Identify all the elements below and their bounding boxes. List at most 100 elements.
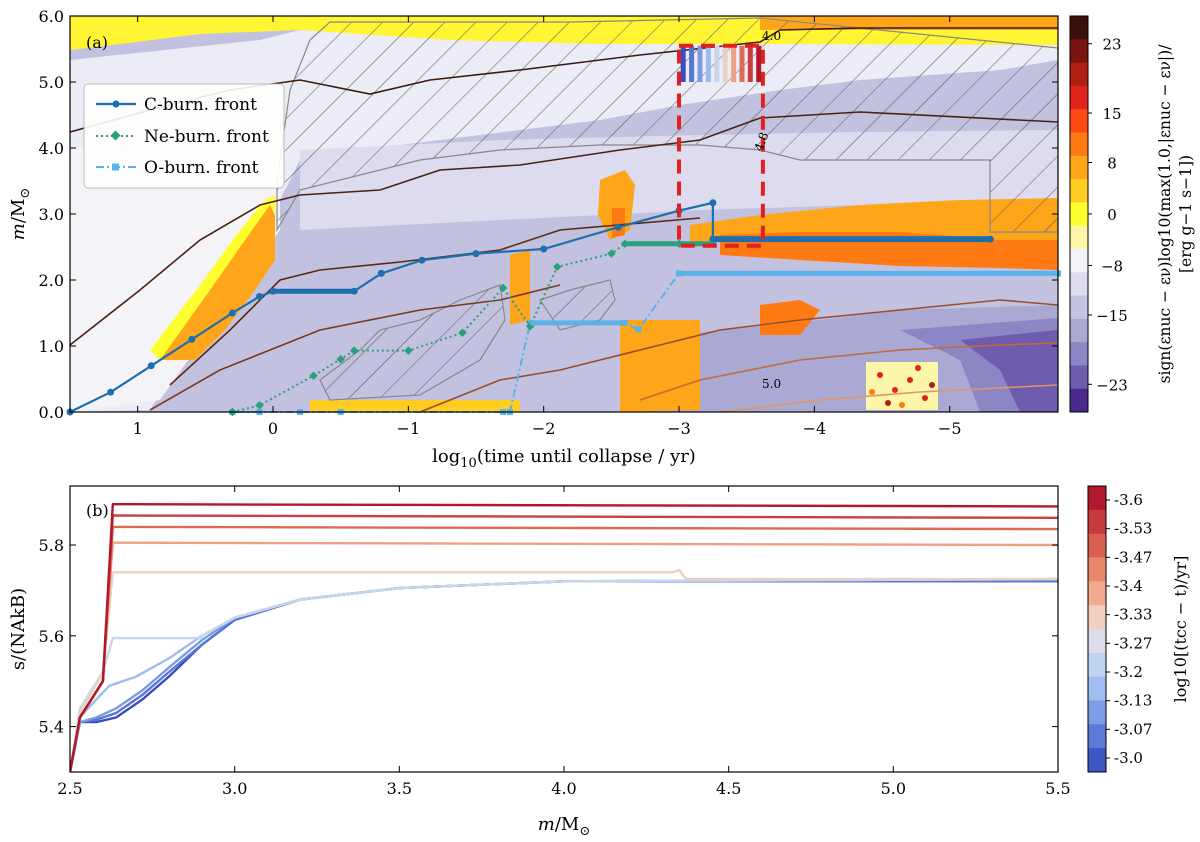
x-tick-label: 1 — [133, 419, 143, 438]
colorbar-a-swatch — [1070, 248, 1088, 273]
ne-burn-front-marker — [255, 401, 264, 410]
c-burn-front-marker — [709, 199, 717, 207]
colorbar-b-swatch — [1088, 605, 1106, 630]
colorbar-a-tick-label: 23 — [1102, 36, 1121, 54]
colorbar-b-tick-label: -3.2 — [1114, 663, 1143, 681]
y-tick-label: 3.0 — [39, 205, 64, 224]
y-tick-label: 1.0 — [39, 337, 64, 356]
time-strip — [705, 45, 711, 82]
x-tick-label: 3.0 — [222, 779, 247, 798]
time-strip — [697, 45, 703, 82]
time-strip — [680, 45, 686, 82]
contour-label: 4.8 — [752, 130, 772, 153]
x-tick-label: 5.5 — [1045, 779, 1070, 798]
y-axis-label: m/M⊙ — [8, 188, 33, 240]
x-tick-label: 0 — [268, 419, 278, 438]
colorbar-a-label-line1: sign(εnuc − εν)log10(max(1.0,|εnuc − εν|… — [1156, 44, 1174, 384]
legend-entry-ne-burn: Ne-burn. front — [96, 127, 269, 147]
y-tick-label: 6.0 — [39, 7, 64, 26]
colorbar-b-frame — [1087, 485, 1107, 773]
circle-marker-icon — [112, 100, 120, 108]
entropy-profiles — [70, 503, 1058, 772]
y-tick-label: 4.0 — [39, 139, 64, 158]
legend-entry-o-burn: O-burn. front — [96, 158, 259, 178]
colorbar-a-swatch — [1070, 318, 1088, 343]
colorbar-a-tick-label: −8 — [1101, 257, 1123, 275]
colorbar-a-swatch — [1070, 202, 1088, 227]
colorbar-a-swatch — [1070, 62, 1088, 87]
entropy-series-line — [70, 503, 1058, 772]
colorbar-a-swatch — [1070, 342, 1088, 366]
ne-burn-front-marker — [349, 346, 359, 355]
colorbar-b-swatch — [1088, 676, 1106, 701]
x-tick-label: 2.5 — [57, 779, 82, 798]
c-burn-front-marker — [377, 269, 385, 277]
panel-a-label: (a) — [86, 33, 108, 52]
time-strip — [689, 45, 695, 82]
time-strip — [747, 45, 753, 82]
x-tick-label: 5.0 — [881, 779, 906, 798]
contour-line — [419, 299, 1059, 413]
colorbar-b-swatch — [1088, 700, 1106, 725]
legend-label: O-burn. front — [144, 158, 259, 178]
ne-burn-front-marker — [336, 354, 345, 364]
x-tick-label: −4 — [803, 419, 827, 438]
contour-line — [779, 27, 1058, 31]
ne-burn-front-marker — [498, 283, 508, 293]
ne-burn-front-marker — [458, 328, 467, 338]
time-strip — [739, 45, 745, 82]
legend: C-burn. front Ne-burn. front O-burn. fro… — [83, 83, 285, 189]
panel-b: 2.5 3.0 3.5 4.0 4.5 5.0 5.55.45.65.8 (b) m/M⊙ … — [8, 485, 1190, 839]
colorbar-b-swatch — [1088, 724, 1106, 749]
legend-label: Ne-burn. front — [144, 127, 269, 147]
colorbar-a-swatch — [1070, 85, 1088, 110]
square-marker-icon — [112, 163, 119, 171]
c-burn-front-marker — [540, 245, 548, 253]
colorbar-b-tick-label: -3.33 — [1114, 606, 1152, 624]
colorbar-a-swatch — [1070, 155, 1088, 180]
colorbar-b-tick-label: -3.13 — [1114, 692, 1152, 710]
time-strip — [722, 45, 728, 82]
o-burn-front-marker — [676, 270, 682, 277]
colorbar-b-swatch — [1088, 509, 1106, 535]
diamond-marker-icon — [110, 130, 121, 141]
panel-a-axes: 1 0 −1 −2 −3 −4 −5 0.0 1.0 2.0 3.0 4.0 5.0 6.0 — [39, 7, 1058, 438]
y-tick-label: 5.6 — [39, 627, 64, 646]
legend-label: C-burn. front — [144, 95, 257, 115]
y-tick-label: 5.8 — [39, 536, 64, 555]
contour-label: 4.0 — [762, 29, 781, 43]
c-burn-front-marker — [147, 362, 155, 370]
time-strip — [756, 45, 762, 82]
colorbar-a-swatch — [1070, 225, 1088, 250]
y-tick-label: 5.4 — [39, 718, 64, 737]
colorbar-a: 23 15 8 0 −8 −15 −23 — [1069, 15, 1128, 413]
ne-burn-front-marker — [552, 262, 562, 272]
convective-hatch — [276, 17, 1058, 401]
panel-b-label: (b) — [86, 501, 109, 520]
colorbar-a-swatch — [1070, 132, 1088, 157]
colorbar-b-tick-label: -3.07 — [1114, 720, 1152, 738]
y-axis-label-b: s/(NAkB) — [8, 588, 29, 670]
colorbar-a-tick-label: 15 — [1102, 105, 1121, 123]
x-tick-label: −5 — [938, 419, 962, 438]
colorbar-a-label-line2: [erg g−1 s−1]) — [1177, 155, 1195, 273]
c-burn-front-marker — [107, 388, 115, 396]
time-strip — [731, 45, 737, 82]
c-burn-front-marker — [256, 293, 263, 300]
c-burn-front-marker — [188, 335, 196, 343]
c-burn-front-marker — [614, 223, 622, 231]
contour-label: 5.0 — [762, 377, 781, 391]
y-tick-label: 2.0 — [39, 271, 64, 290]
x-tick-label: 3.5 — [387, 779, 412, 798]
colorbar-a-swatch — [1070, 39, 1088, 64]
colorbar-b-swatch — [1088, 581, 1106, 606]
colorbar-a-tick-label: 0 — [1107, 206, 1117, 224]
colorbar-b-tick-label: -3.0 — [1114, 749, 1143, 767]
colorbar-a-swatch — [1070, 295, 1088, 320]
colorbar-a-tick-label: 8 — [1107, 155, 1117, 173]
colorbar-b-tick-label: -3.6 — [1114, 491, 1143, 509]
highlight-rectangle — [677, 43, 765, 248]
x-axis-label: log10(time until collapse / yr) — [432, 446, 696, 471]
speckle-field — [866, 362, 938, 410]
